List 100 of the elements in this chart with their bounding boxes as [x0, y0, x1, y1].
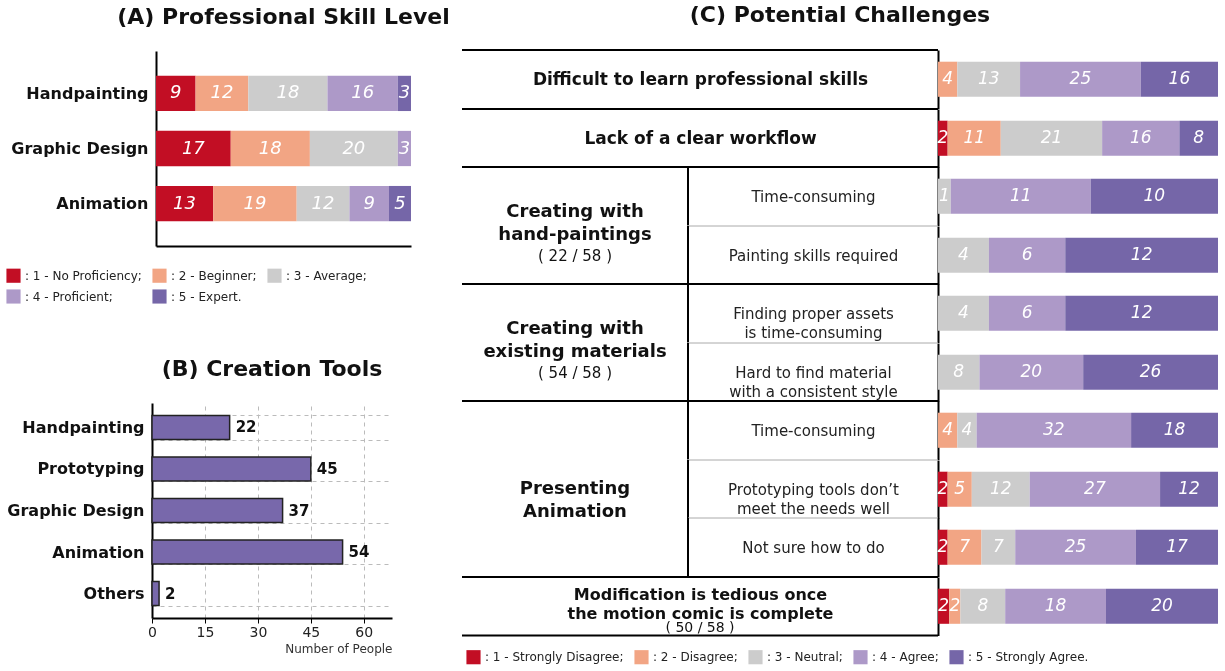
data-label: 5: [954, 477, 966, 498]
bar: [1140, 61, 1218, 97]
legend-label: : 4 - Proficient;: [25, 289, 113, 304]
bar: [1135, 529, 1218, 565]
data-label: 3: [398, 136, 411, 158]
bar: [1000, 120, 1103, 156]
y-tick-label: Time-consuming: [750, 187, 876, 206]
data-label: 4: [942, 68, 954, 89]
bar: [960, 588, 1006, 624]
y-tick-label: Lack of a clear workflow: [584, 127, 817, 148]
x-tick-label: 15: [196, 623, 215, 640]
y-tick-label: Graphic Design: [11, 139, 149, 158]
bar: [151, 414, 231, 441]
y-tick-label: Others: [83, 584, 145, 604]
data-label: 2: [949, 594, 961, 615]
y-tick-label: Handpainting: [26, 83, 149, 103]
bar: [327, 75, 398, 112]
chart-title: (A) Professional Skill Level: [117, 4, 450, 29]
data-label: 16: [1168, 68, 1191, 89]
data-label: 2: [937, 477, 949, 498]
data-label: 22: [235, 418, 257, 437]
bar: [195, 75, 249, 112]
bar: [981, 529, 1016, 565]
data-label: 32: [1043, 419, 1065, 440]
data-label: 11: [1009, 185, 1032, 206]
legend-label: : 5 - Strongly Agree.: [968, 649, 1089, 664]
legend-label: : 3 - Neutral;: [767, 649, 843, 664]
bar: [1015, 529, 1136, 565]
y-tick-label: Time-consuming: [750, 421, 876, 440]
legend-label: : 4 - Agree;: [872, 649, 939, 664]
data-label: 7: [959, 536, 971, 557]
bar: [947, 471, 972, 507]
text: ( 22 / 58 ): [537, 246, 613, 265]
data-label: 5: [394, 191, 406, 213]
bar: [151, 539, 344, 565]
bar: [1160, 471, 1218, 507]
data-label: 8: [1193, 126, 1205, 147]
bar: [213, 185, 297, 222]
y-tick-label: Animation: [52, 542, 145, 562]
data-label: 25: [1069, 68, 1092, 89]
text: Presenting Animation: [519, 476, 631, 521]
chart-title: (B) Creation Tools: [161, 356, 383, 381]
bar: [957, 412, 977, 448]
bar: [1005, 588, 1106, 624]
data-label: 20: [1151, 594, 1173, 615]
data-label: 18: [1044, 594, 1067, 615]
bar: [389, 185, 411, 222]
data-label: 37: [288, 501, 310, 520]
data-label: 9: [363, 191, 375, 213]
data-label: 2: [165, 584, 176, 603]
data-label: 2: [937, 536, 949, 557]
x-tick-label: 30: [249, 623, 268, 640]
text: ( 54 / 58 ): [537, 363, 613, 382]
y-tick-label: Prototyping: [37, 459, 145, 479]
bar: [1029, 471, 1161, 507]
y-tick-label: Handpainting: [22, 417, 145, 437]
bar: [151, 497, 284, 524]
bar: [151, 580, 160, 607]
bar: [248, 75, 328, 112]
y-tick-label: Finding proper assets is time-consuming: [733, 304, 895, 342]
legend-label: : 2 - Disagree;: [653, 649, 738, 664]
data-label: 12: [210, 81, 234, 103]
data-label: 17: [1166, 536, 1188, 557]
bar: [151, 456, 312, 482]
data-label: 27: [1084, 477, 1106, 498]
y-tick-label: Graphic Design: [7, 501, 145, 520]
data-label: 10: [1143, 185, 1166, 206]
data-label: 2: [937, 126, 949, 147]
x-tick-label: 0: [148, 623, 157, 640]
bar: [156, 185, 214, 222]
data-label: 26: [1139, 360, 1162, 381]
data-label: 13: [173, 191, 197, 213]
y-tick-label: Hard to find material with a consistent style: [729, 363, 898, 401]
data-label: 12: [1130, 302, 1153, 323]
data-label: 3: [398, 81, 411, 103]
data-label: 18: [1163, 419, 1186, 440]
x-tick-label: 45: [302, 623, 321, 640]
data-label: 4: [942, 419, 954, 440]
bar: [947, 529, 982, 565]
data-label: 45: [316, 459, 338, 478]
data-label: 12: [1178, 477, 1200, 498]
legend-label: : 5 - Expert.: [171, 289, 242, 304]
data-label: 9: [170, 81, 182, 103]
data-label: 17: [181, 136, 206, 158]
y-tick-label: Prototyping tools don’t meet the needs well: [728, 480, 900, 518]
text: Creating with hand-paintings: [498, 199, 652, 244]
chart-title: (C) Potential Challenges: [689, 2, 991, 27]
bar: [1020, 61, 1141, 97]
bar: [957, 61, 1021, 97]
data-label: 54: [348, 543, 370, 562]
bar: [1106, 588, 1218, 624]
y-tick-label: Difficult to learn professional skills: [532, 68, 869, 89]
y-tick-label: Not sure how to do: [742, 538, 885, 557]
data-label: 16: [351, 81, 375, 103]
bar: [1179, 120, 1218, 156]
data-label: 12: [1130, 243, 1153, 264]
data-label: 6: [1021, 302, 1033, 323]
bar: [947, 120, 1001, 156]
bar: [349, 185, 390, 222]
bar: [976, 412, 1132, 448]
